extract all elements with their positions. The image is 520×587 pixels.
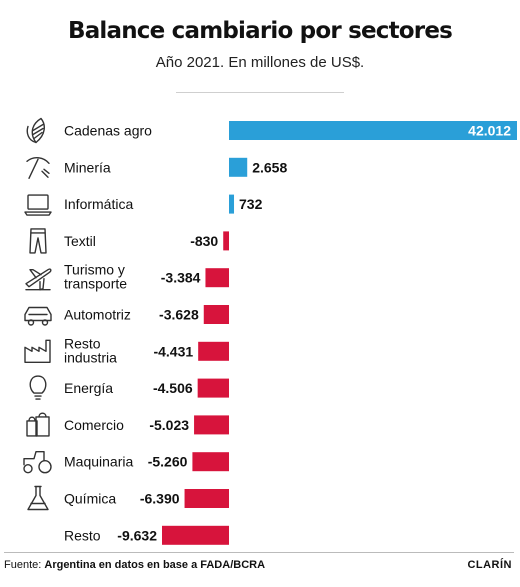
pants-icon xyxy=(29,228,47,254)
value-label: 732 xyxy=(239,196,263,212)
bar xyxy=(184,489,229,508)
value-label: -4.431 xyxy=(153,343,193,359)
brand-logo: CLARÍN xyxy=(467,559,512,571)
source-text: Argentina en datos en base a FADA/BCRA xyxy=(44,559,266,571)
value-label: -3.628 xyxy=(159,307,199,323)
value-label: 2.658 xyxy=(252,159,287,175)
category-label: Energía xyxy=(64,380,113,396)
bar xyxy=(194,415,229,435)
source-note: Fuente: Argentina en datos en base a FAD… xyxy=(4,559,265,571)
bar xyxy=(197,378,229,398)
laptop-icon xyxy=(24,194,52,216)
airplane-icon xyxy=(25,268,52,291)
value-label: -5.260 xyxy=(148,454,188,470)
bar xyxy=(203,305,229,324)
bar xyxy=(229,121,517,140)
flask-icon xyxy=(27,485,49,511)
tractor-icon xyxy=(23,451,52,474)
bar xyxy=(198,341,229,361)
bar-chart: Cadenas agro 42.012 Minería 2.658 Informátic… xyxy=(23,117,517,545)
category-label: Resto industria xyxy=(64,335,117,365)
category-label: Cadenas agro xyxy=(64,123,152,139)
corn-icon xyxy=(26,117,45,144)
shopping-bags-icon xyxy=(26,412,50,437)
category-label: Química xyxy=(64,491,116,507)
bar xyxy=(192,452,229,472)
value-label: 42.012 xyxy=(468,123,511,139)
value-label: -3.384 xyxy=(161,270,201,286)
value-label: -5.023 xyxy=(149,417,189,433)
lightbulb-icon xyxy=(29,375,47,400)
bar xyxy=(229,157,248,177)
value-label: -830 xyxy=(190,233,218,249)
car-icon xyxy=(24,306,52,326)
category-label: Textil xyxy=(64,233,96,249)
value-label: -6.390 xyxy=(140,491,180,507)
category-label: Resto xyxy=(64,527,101,543)
footer-divider xyxy=(4,552,514,553)
category-label: Comercio xyxy=(64,417,124,433)
category-label: Automotriz xyxy=(64,307,131,323)
bar xyxy=(229,194,235,214)
value-label: -9.632 xyxy=(117,527,157,543)
category-label: Maquinaria xyxy=(64,454,133,470)
category-label: Informática xyxy=(64,196,133,212)
bar xyxy=(162,525,229,545)
pickaxe-icon xyxy=(26,157,50,180)
factory-icon xyxy=(24,339,51,363)
category-label: Minería xyxy=(64,159,111,175)
category-label: Turismo y transporte xyxy=(64,262,127,292)
bar xyxy=(205,268,229,288)
value-label: -4.506 xyxy=(153,380,193,396)
bar xyxy=(223,231,229,251)
chart-subtitle: Año 2021. En millones de US$. xyxy=(155,54,365,71)
source-prefix: Fuente: xyxy=(4,559,42,571)
title-divider xyxy=(176,92,344,93)
chart-title: Balance cambiario por sectores xyxy=(67,18,453,44)
